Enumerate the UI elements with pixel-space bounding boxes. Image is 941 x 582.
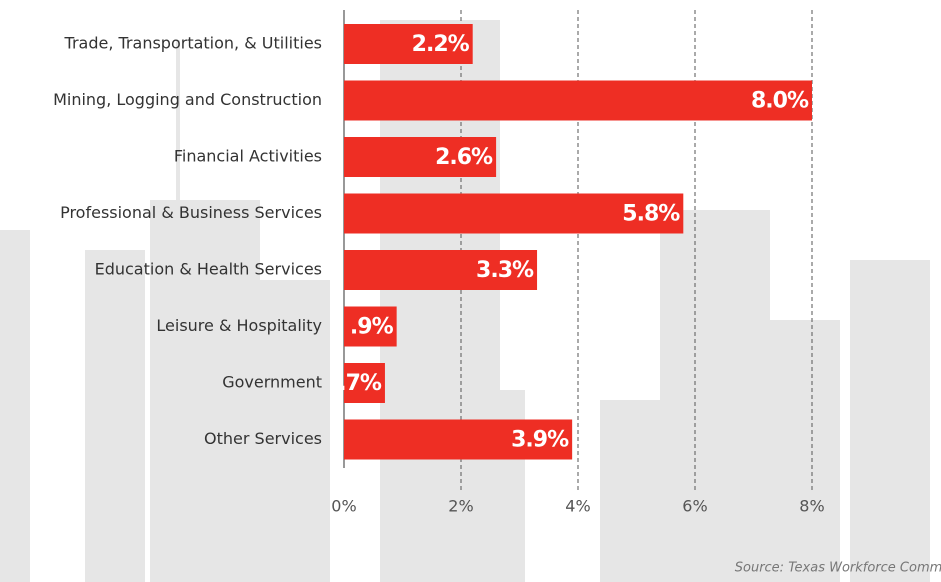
y-tick-label: Leisure & Hospitality xyxy=(156,316,322,335)
y-tick-label: Government xyxy=(222,373,322,392)
bar xyxy=(344,81,812,121)
x-tick-label: 6% xyxy=(682,497,707,516)
x-tick-label: 8% xyxy=(799,497,824,516)
x-tick-label: 2% xyxy=(448,497,473,516)
value-label: 8.0% xyxy=(751,89,809,114)
value-label: 5.8% xyxy=(622,202,680,227)
y-tick-label: Education & Health Services xyxy=(95,260,322,279)
y-tick-label: Trade, Transportation, & Utilities xyxy=(64,34,322,53)
y-tick-label: Other Services xyxy=(204,429,322,448)
x-tick-label: 0% xyxy=(331,497,356,516)
value-label: 3.3% xyxy=(476,258,534,283)
value-label: 2.2% xyxy=(412,32,470,57)
value-label: 3.9% xyxy=(511,428,569,453)
chart: Source: Texas Workforce Commission 0% 2% 4… xyxy=(0,0,941,582)
source-note: Source: Texas Workforce Commission xyxy=(735,561,941,576)
x-tick-label: 4% xyxy=(565,497,590,516)
value-label: 2.6% xyxy=(435,145,493,170)
y-tick-label: Mining, Logging and Construction xyxy=(53,90,322,109)
y-tick-label: Professional & Business Services xyxy=(60,203,322,222)
value-label: .7% xyxy=(338,371,382,396)
value-label: .9% xyxy=(350,315,394,340)
y-tick-label: Financial Activities xyxy=(174,147,322,166)
